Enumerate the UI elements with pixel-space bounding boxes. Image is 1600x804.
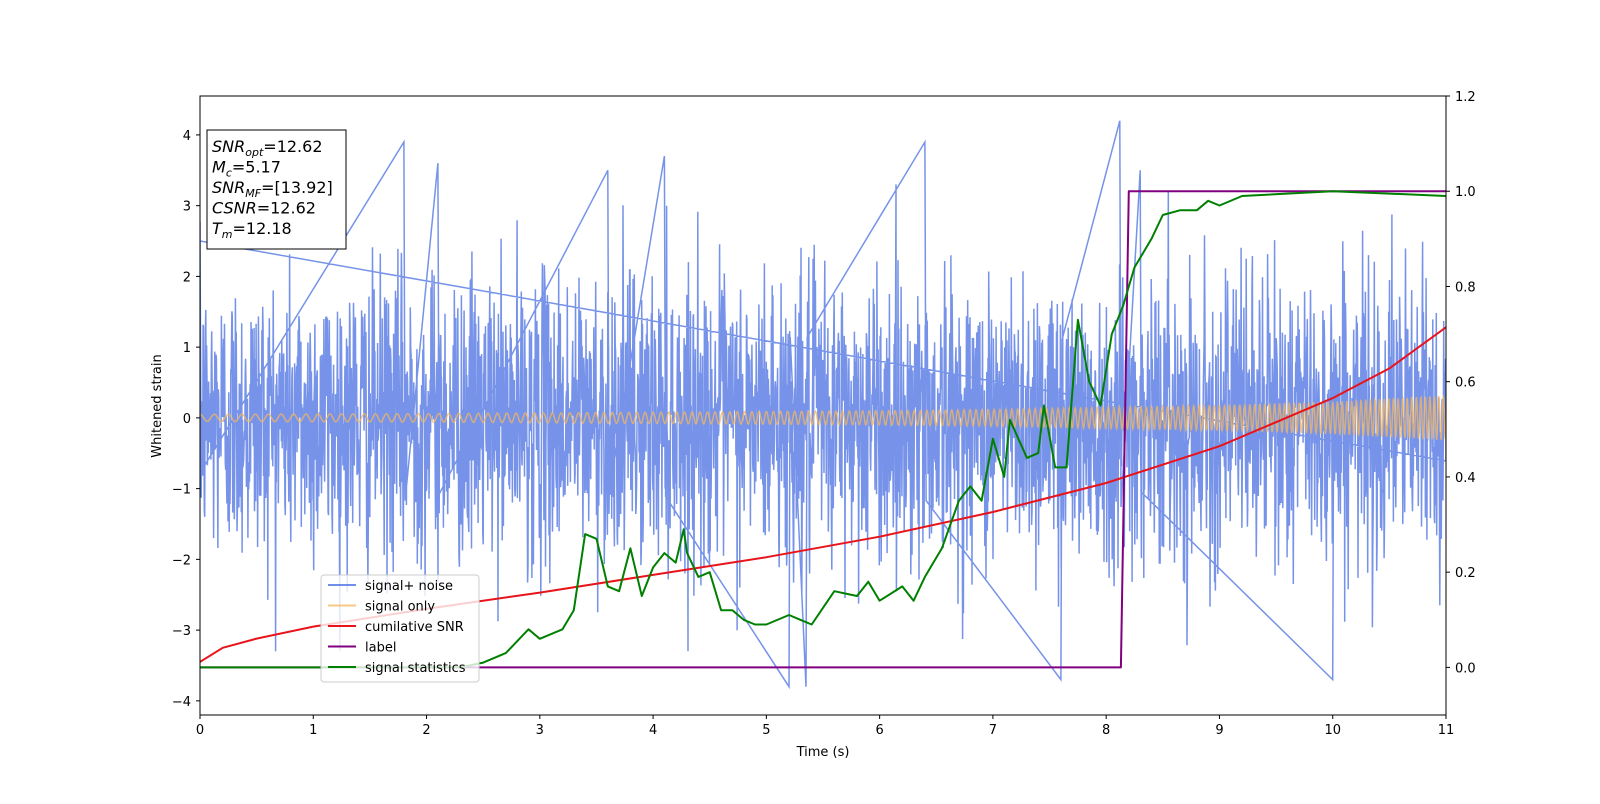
- y2-tick-label: 1.0: [1455, 185, 1476, 200]
- series-signal-only: [200, 395, 1446, 441]
- x-tick-label: 8: [1102, 723, 1110, 738]
- x-tick-label: 10: [1324, 723, 1341, 738]
- x-tick-label: 7: [989, 723, 997, 738]
- x-tick-label: 5: [762, 723, 770, 738]
- info-box-line: Tm=12.18: [212, 219, 292, 241]
- series-cumulative-snr: [200, 326, 1446, 663]
- legend: signal+ noise signal only cumilative SNR la…: [320, 574, 480, 683]
- y2-tick-label: 0.6: [1455, 376, 1476, 391]
- legend-label: label: [365, 641, 396, 656]
- legend-frame: [320, 574, 480, 683]
- plot-frame: [199, 95, 1447, 716]
- x-tick-label: 6: [875, 723, 883, 738]
- x-tick-label: 11: [1438, 723, 1455, 738]
- y-tick-label: −4: [172, 695, 191, 710]
- series-label: [200, 190, 1446, 669]
- y-tick-label: 4: [183, 129, 191, 144]
- x-axis-label: Time (s): [796, 745, 850, 760]
- axes: 0 1 2 3 4 5 6 7 8 9 10 11 −4 −3 −2 −1 0 1 2 3 4 0.0 0.2 0.4 0.6 0…: [172, 90, 1476, 738]
- info-box-line: Mc=5.17: [212, 158, 281, 180]
- y-tick-label: −3: [172, 624, 191, 639]
- y2-tick-label: 1.2: [1455, 90, 1476, 105]
- y-tick-label: 1: [183, 341, 191, 356]
- legend-label: signal statistics: [365, 661, 466, 676]
- y-tick-label: −2: [172, 553, 191, 568]
- y-axis-label: Whitened strain: [150, 354, 165, 457]
- y-tick-label: 0: [183, 412, 191, 427]
- info-box-line: SNRMF=[13.92]: [212, 178, 333, 200]
- info-box-line: SNRopt=12.62: [212, 137, 323, 159]
- x-tick-label: 0: [196, 723, 204, 738]
- info-box-line: CSNR=12.62: [212, 199, 316, 218]
- legend-label: signal+ noise: [365, 579, 453, 594]
- x-tick-label: 4: [649, 723, 657, 738]
- legend-label: cumilative SNR: [365, 620, 464, 635]
- x-tick-label: 1: [309, 723, 317, 738]
- x-tick-label: 2: [422, 723, 430, 738]
- x-tick-label: 3: [536, 723, 544, 738]
- series-signal-noise: [200, 120, 1446, 690]
- y-tick-label: 3: [183, 200, 191, 215]
- plot-area: [200, 120, 1446, 690]
- info-box: SNRopt=12.62Mc=5.17SNRMF=[13.92]CSNR=12.…: [206, 129, 347, 250]
- y-tick-label: 2: [183, 270, 191, 285]
- y2-tick-label: 0.8: [1455, 280, 1476, 295]
- info-box-frame: [206, 129, 347, 250]
- series-signal-statistics: [200, 190, 1446, 669]
- legend-label: signal only: [365, 600, 435, 615]
- x-tick-label: 9: [1215, 723, 1223, 738]
- y2-tick-label: 0.0: [1455, 661, 1476, 676]
- y-tick-label: −1: [172, 483, 191, 498]
- y2-tick-label: 0.2: [1455, 566, 1476, 581]
- y2-tick-label: 0.4: [1455, 471, 1476, 486]
